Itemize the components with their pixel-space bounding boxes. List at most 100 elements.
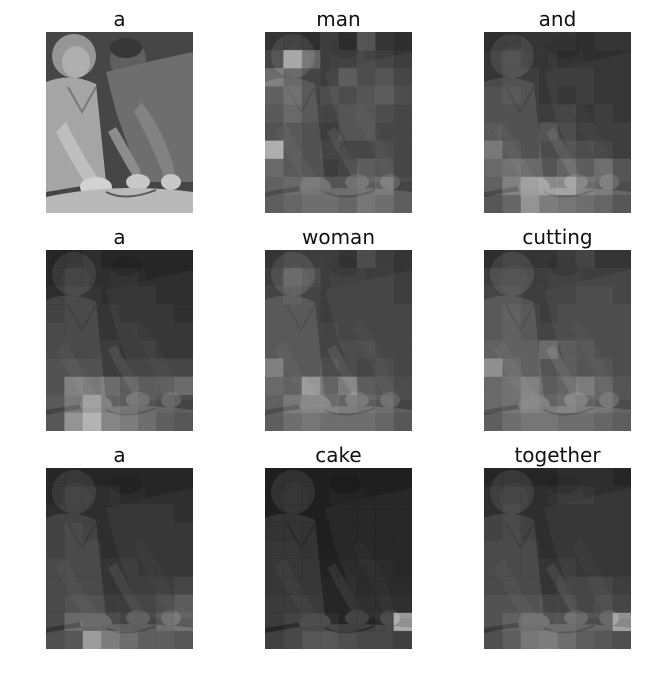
attention-cell xyxy=(356,304,376,323)
attention-cell xyxy=(46,522,65,541)
attention-cell xyxy=(594,540,613,559)
attention-cell xyxy=(156,394,175,414)
attention-cell xyxy=(594,558,613,577)
attention-cell xyxy=(265,250,284,269)
attention-cell xyxy=(520,86,540,105)
attention-cell xyxy=(265,268,284,287)
attention-cell xyxy=(174,468,193,487)
attention-cell xyxy=(338,158,358,178)
attention-cell xyxy=(156,268,175,287)
attention-cell xyxy=(174,358,193,377)
attention-cell xyxy=(283,68,303,87)
attention-cell xyxy=(64,394,84,414)
attention-cell xyxy=(594,630,613,649)
attention-cell xyxy=(119,504,139,523)
attention-cell xyxy=(375,394,394,414)
attention-cell xyxy=(557,268,577,287)
attention-cell xyxy=(375,504,394,523)
attention-cell xyxy=(520,394,540,414)
attention-cell xyxy=(46,612,65,632)
attention-cell xyxy=(301,158,321,178)
attention-cell xyxy=(520,576,540,595)
attention-cell xyxy=(64,630,84,649)
panel-word: a xyxy=(113,7,126,31)
attention-cell xyxy=(612,558,631,577)
attention-cell xyxy=(484,140,503,159)
attention-cell xyxy=(174,322,193,341)
attention-cell xyxy=(338,68,358,87)
attention-cell xyxy=(64,468,84,487)
attention-cell xyxy=(520,122,540,141)
attention-cell xyxy=(156,286,175,305)
attention-cell xyxy=(174,558,193,577)
attention-cell xyxy=(375,158,394,178)
attention-cell xyxy=(101,504,120,523)
attention-cell xyxy=(265,32,284,51)
attention-cell xyxy=(356,486,376,505)
attention-cell xyxy=(265,322,284,341)
attention-cell xyxy=(356,412,376,431)
attention-cell xyxy=(265,594,284,614)
attention-cell xyxy=(64,594,84,614)
attention-cell xyxy=(283,630,303,649)
attention-cell xyxy=(502,50,522,69)
attention-cell xyxy=(156,558,175,577)
attention-cell xyxy=(520,630,540,649)
attention-cell xyxy=(356,576,376,595)
attention-cell xyxy=(612,340,631,359)
attention-cell xyxy=(356,322,376,341)
attention-cell xyxy=(393,412,412,431)
attention-cell xyxy=(174,304,193,323)
attention-cell xyxy=(520,140,540,159)
attention-cell xyxy=(575,576,595,595)
attention-cell xyxy=(119,612,139,632)
attention-cell xyxy=(283,504,303,523)
attention-cell xyxy=(265,558,284,577)
attention-cell xyxy=(265,612,284,632)
attention-cell xyxy=(612,322,631,341)
attention-cell xyxy=(356,158,376,178)
attention-cell xyxy=(575,558,595,577)
attention-cell xyxy=(612,268,631,287)
attention-cell xyxy=(283,358,303,377)
attention-cell xyxy=(64,358,84,377)
attention-cell xyxy=(265,140,284,159)
attention-cell xyxy=(484,322,503,341)
attention-cell xyxy=(484,394,503,414)
attention-cell xyxy=(64,250,84,269)
attention-cell xyxy=(283,104,303,123)
attention-cell xyxy=(520,504,540,523)
attention-cell xyxy=(575,630,595,649)
attention-cell xyxy=(82,522,102,541)
attention-cell xyxy=(575,412,595,431)
attention-cell xyxy=(557,522,577,541)
woman-face xyxy=(62,46,90,78)
attention-cell xyxy=(64,486,84,505)
panel-image xyxy=(484,32,631,213)
attention-cell xyxy=(375,468,394,487)
attention-cell xyxy=(46,322,65,341)
attention-cell xyxy=(320,412,339,431)
attention-cell xyxy=(557,630,577,649)
attention-cell xyxy=(375,304,394,323)
attention-cell xyxy=(265,394,284,414)
attention-cell xyxy=(101,468,120,487)
attention-cell xyxy=(393,468,412,487)
arm-middle xyxy=(108,127,141,178)
attention-cell xyxy=(301,86,321,105)
attention-cell xyxy=(265,176,284,196)
attention-cell xyxy=(64,286,84,305)
attention-cell xyxy=(375,594,394,614)
attention-overlay xyxy=(265,32,412,213)
attention-cell xyxy=(338,394,358,414)
attention-cell xyxy=(101,558,120,577)
attention-cell xyxy=(594,468,613,487)
attention-cell xyxy=(612,504,631,523)
attention-cell xyxy=(502,158,522,178)
attention-cell xyxy=(82,594,102,614)
attention-cell xyxy=(520,286,540,305)
attention-cell xyxy=(137,340,157,359)
attention-cell xyxy=(101,522,120,541)
attention-cell xyxy=(594,50,613,69)
attention-cell xyxy=(338,122,358,141)
